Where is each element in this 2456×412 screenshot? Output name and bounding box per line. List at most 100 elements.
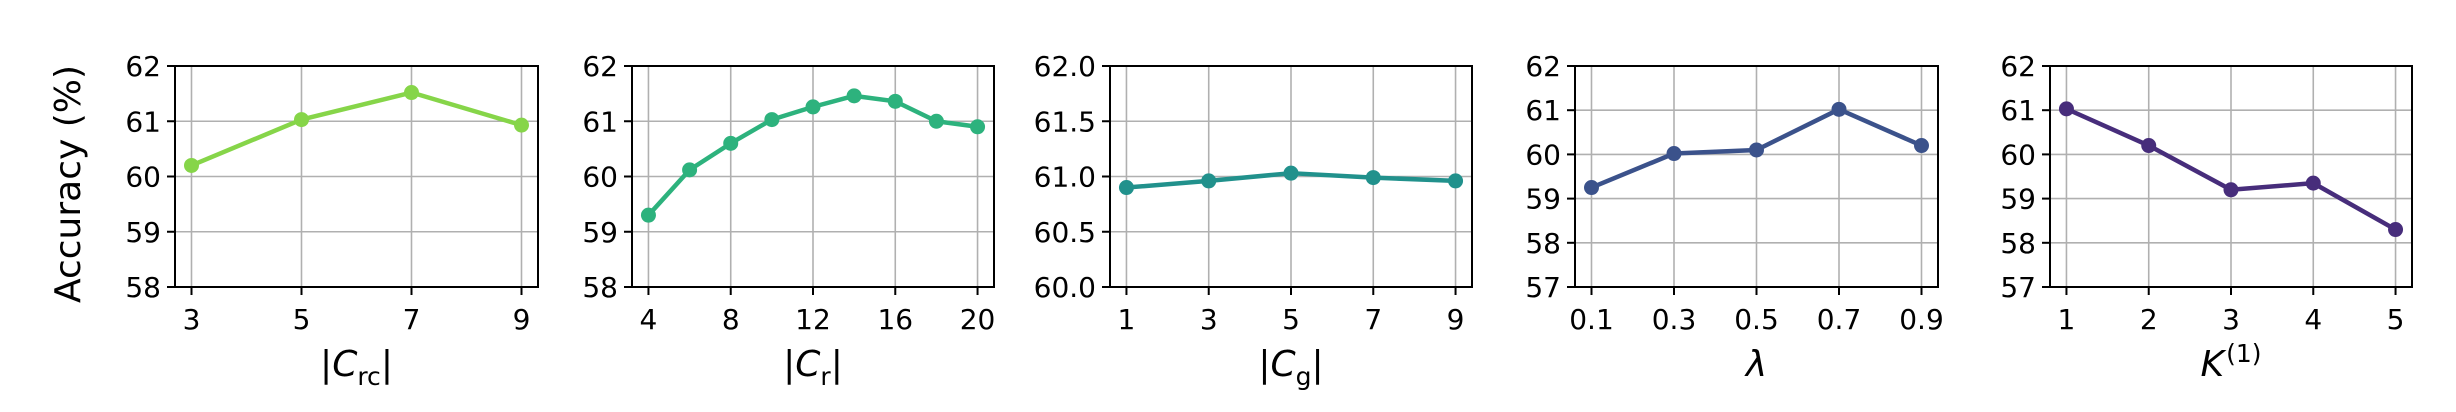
x-axis-label-sub: g (1296, 362, 1312, 391)
data-point (1584, 180, 1599, 196)
data-point (294, 112, 309, 128)
y-tick-label: 60.5 (1034, 216, 1096, 249)
chart-panel-4: 57 58 59 60 61 62 0.1 0.3 0.5 0.7 0.9 λ (1525, 50, 1943, 385)
y-tick-label: 59 (582, 216, 618, 249)
x-tick-label: 0.1 (1569, 303, 1614, 336)
x-axis-label: |Crc| (320, 344, 393, 391)
y-tick-label: 59 (2000, 183, 2036, 216)
y-tick-label: 61.5 (1034, 105, 1096, 138)
x-tick-label: 4 (640, 303, 658, 336)
y-tick-label: 61 (1525, 94, 1561, 127)
data-point (2388, 222, 2404, 238)
x-axis-label-suffix: | (381, 344, 393, 385)
x-tick-label: 0.3 (1652, 303, 1697, 336)
y-tick-label: 60 (125, 161, 161, 194)
x-tick-label: 9 (513, 303, 531, 336)
data-point (928, 113, 944, 129)
x-axis-label-base: λ (1744, 344, 1767, 385)
x-axis-label-bar: | (1258, 344, 1270, 385)
y-tick-label: 60 (582, 161, 618, 194)
x-axis-label-suffix: | (1312, 344, 1324, 385)
x-tick-label: 3 (1200, 303, 1218, 336)
y-tick-label: 61 (2000, 94, 2036, 127)
x-axis-label-bar: | (783, 344, 795, 385)
x-axis-label-suffix: | (831, 344, 843, 385)
x-tick-label: 8 (722, 303, 740, 336)
series-line (190, 90, 523, 168)
x-tick-label: 0.9 (1899, 303, 1944, 336)
data-point (887, 93, 903, 109)
data-point (1365, 170, 1381, 186)
data-point (2058, 101, 2074, 117)
data-point (1666, 146, 1682, 162)
data-point (764, 112, 780, 128)
y-tick-label: 60.0 (1034, 271, 1096, 304)
y-tick-label: 61 (125, 105, 161, 138)
x-tick-label: 5 (1282, 303, 1300, 336)
data-point (2223, 182, 2239, 198)
x-tick-label: 0.7 (1817, 303, 1862, 336)
data-point (1201, 173, 1217, 189)
data-point (404, 85, 419, 101)
y-tick-label: 59 (1525, 183, 1561, 216)
data-point (846, 88, 862, 104)
x-axis-label-base: C (1270, 344, 1296, 385)
x-tick-label: 1 (2058, 303, 2076, 336)
y-tick-label: 60 (2000, 138, 2036, 171)
y-tick-label: 59 (125, 216, 161, 249)
data-point (1118, 180, 1134, 196)
x-axis-label-sub: r (820, 362, 831, 391)
data-point (2305, 175, 2321, 191)
x-axis-label-base: C (332, 344, 358, 385)
x-axis-label-sup: (1) (2226, 339, 2261, 368)
x-tick-label: 12 (795, 303, 831, 336)
x-axis-label-base: C (795, 344, 821, 385)
x-tick-label: 2 (2140, 303, 2158, 336)
data-point (1831, 101, 1847, 117)
axes-frame (1574, 65, 1939, 288)
x-tick-label: 3 (183, 303, 201, 336)
chart-panel-5: 57 58 59 60 61 62 1 2 3 4 5 K(1) (2000, 50, 2413, 385)
data-point (970, 119, 986, 135)
y-tick-label: 62 (582, 50, 618, 83)
x-axis-label-base: K (2200, 344, 2226, 385)
y-axis-label: Accuracy (%) (48, 65, 89, 303)
y-tick-label: 62 (2000, 50, 2036, 83)
y-tick-label: 62.0 (1034, 50, 1096, 83)
x-axis-label: K(1) (2200, 339, 2261, 385)
x-tick-label: 16 (877, 303, 913, 336)
data-point (640, 207, 656, 223)
axes-frame (1109, 65, 1473, 288)
x-tick-label: 5 (2387, 303, 2405, 336)
x-axis-label: |Cr| (783, 344, 843, 391)
x-tick-label: 7 (1364, 303, 1382, 336)
y-tick-label: 62 (1525, 50, 1561, 83)
x-tick-label: 1 (1118, 303, 1136, 336)
x-tick-label: 7 (403, 303, 421, 336)
data-point (805, 99, 821, 115)
data-point (1749, 142, 1764, 158)
y-tick-label: 58 (582, 271, 618, 304)
axes-frame (2049, 65, 2413, 288)
y-tick-label: 58 (1525, 227, 1561, 260)
data-point (1914, 138, 1929, 154)
y-tick-label: 62 (125, 50, 161, 83)
y-tick-label: 61.0 (1034, 161, 1096, 194)
y-tick-label: 61 (582, 105, 618, 138)
data-point (514, 117, 529, 133)
x-tick-label: 4 (2304, 303, 2322, 336)
x-tick-label: 20 (960, 303, 996, 336)
y-tick-label: 60 (1525, 138, 1561, 171)
y-tick-label: 58 (2000, 227, 2036, 260)
x-tick-label: 3 (2222, 303, 2240, 336)
y-tick-label: 58 (125, 271, 161, 304)
x-axis-label-bar: | (320, 344, 332, 385)
data-point (682, 162, 698, 178)
axes-frame (174, 65, 539, 288)
chart-panel-3: 60.060.561.061.562.01 3 5 7 9|Cg| (1034, 50, 1473, 391)
data-point (1283, 165, 1299, 181)
y-tick-label: 57 (1525, 271, 1561, 304)
axes-frame (631, 65, 995, 288)
